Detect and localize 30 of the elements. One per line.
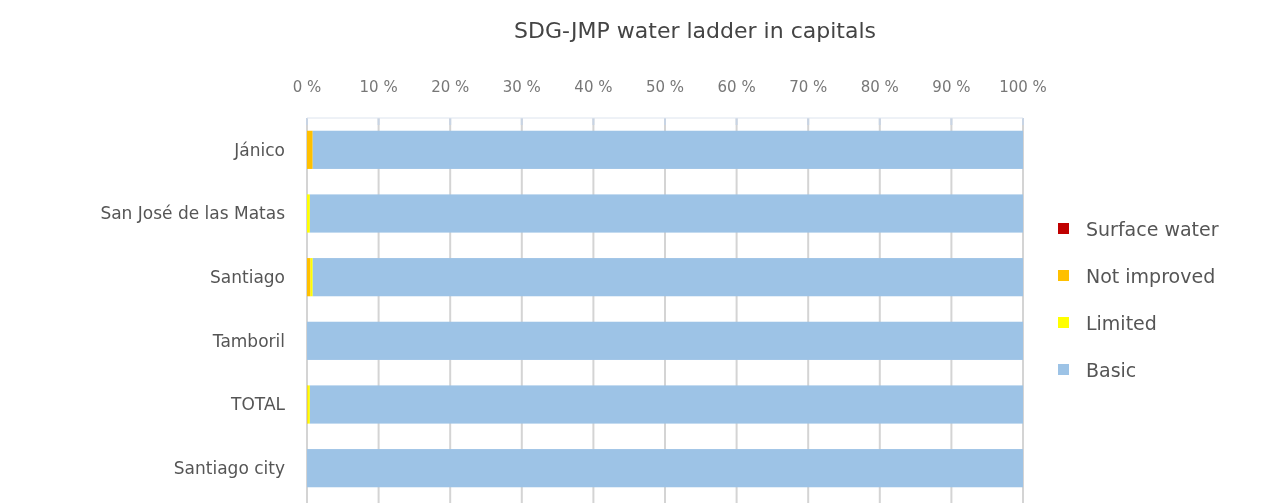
bar (312, 258, 1023, 297)
bar (307, 130, 313, 169)
legend-label: Limited (1086, 311, 1157, 334)
bar (312, 130, 1023, 169)
bar (309, 194, 1023, 233)
x-tick-label: 50 % (645, 78, 685, 96)
x-tick-label: 60 % (717, 78, 756, 96)
legend-label: Basic (1086, 358, 1137, 381)
y-tick-label: Santiago (210, 267, 285, 288)
x-tick-label: 30 % (502, 78, 541, 96)
y-tick-label: Santiago city (173, 458, 285, 479)
x-tick-label: 10 % (359, 78, 398, 96)
bar (307, 194, 310, 233)
x-tick-label: 20 % (431, 78, 470, 96)
x-tick-label: 0 % (292, 78, 322, 96)
y-tick-label: Tamboril (211, 330, 285, 351)
x-tick-label: 40 % (574, 78, 613, 96)
bar (309, 385, 1023, 424)
y-tick-label: San José de las Matas (100, 203, 286, 224)
bar (307, 321, 1023, 360)
y-tick-label: TOTAL (230, 394, 286, 415)
chart-title: SDG-JMP water ladder in capitals (513, 18, 877, 43)
x-tick-label: 70 % (789, 78, 828, 96)
x-tick-label: 100 % (999, 78, 1047, 96)
x-tick-label: 90 % (932, 78, 971, 96)
bar (307, 449, 1023, 488)
legend-label: Not improved (1086, 264, 1216, 287)
x-tick-label: 80 % (860, 78, 899, 96)
y-tick-label: Jánico (233, 139, 285, 160)
legend-label: Surface water (1086, 217, 1219, 240)
